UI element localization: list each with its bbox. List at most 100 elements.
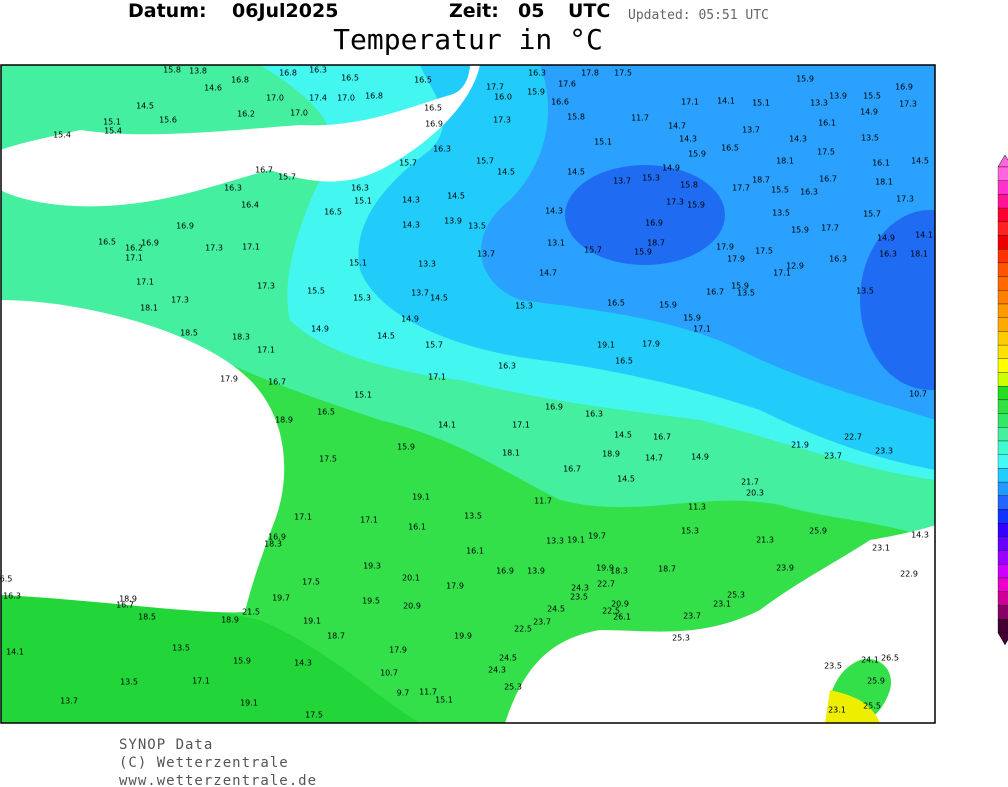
- legend-swatch: [997, 495, 1008, 510]
- station-value: 15.9: [659, 301, 677, 310]
- footer-url: www.wetterzentrale.de: [119, 773, 317, 787]
- station-value: 19.7: [272, 594, 290, 603]
- station-value: 15.5: [771, 186, 789, 195]
- station-value: 13.5: [464, 512, 482, 521]
- station-value: 14.9: [401, 315, 419, 324]
- station-value: 16.4: [241, 201, 259, 210]
- station-value: 17.3: [257, 282, 275, 291]
- station-value: 17.1: [512, 421, 530, 430]
- station-value: 16.5: [424, 104, 442, 113]
- station-value: 14.7: [645, 454, 663, 463]
- station-value: 13.8: [189, 67, 207, 76]
- station-value: 17.9: [642, 340, 660, 349]
- station-value: 11.7: [419, 688, 437, 697]
- station-value: 13.3: [810, 99, 828, 108]
- station-value: 14.3: [911, 531, 929, 540]
- updated: Updated: 05:51 UTC: [628, 8, 769, 23]
- station-value: 22.5: [602, 607, 620, 616]
- footer-copyright: (C) Wetterzentrale: [119, 755, 289, 771]
- station-value: 17.1: [294, 513, 312, 522]
- legend-swatch: [997, 605, 1008, 620]
- station-value: 15.1: [354, 391, 372, 400]
- station-value: 15.8: [680, 181, 698, 190]
- station-value: 18.9: [275, 416, 293, 425]
- station-value: 17.1: [257, 346, 275, 355]
- station-value: 17.3: [896, 195, 914, 204]
- station-value: 16.3: [829, 255, 847, 264]
- station-value: 17.9: [727, 255, 745, 264]
- station-value: 18.3: [610, 567, 628, 576]
- station-value: 13.5: [468, 222, 486, 231]
- legend-arrow-bottom: [997, 632, 1008, 646]
- station-value: 14.3: [679, 135, 697, 144]
- station-value: 14.9: [877, 234, 895, 243]
- station-value: 14.5: [497, 168, 515, 177]
- station-value: 17.3: [899, 100, 917, 109]
- station-value: 22.5: [514, 625, 532, 634]
- station-value: 16.2: [237, 110, 255, 119]
- station-value: 18.1: [910, 250, 928, 259]
- station-value: 16.5: [98, 238, 116, 247]
- station-value: 15.7: [278, 173, 296, 182]
- station-value: 17.7: [821, 224, 839, 233]
- legend-swatch: [997, 399, 1008, 414]
- station-value: 23.5: [824, 662, 842, 671]
- station-value: 20.1: [402, 574, 420, 583]
- legend-swatch: [997, 536, 1008, 551]
- station-value: 15.9: [233, 657, 251, 666]
- station-value: 14.3: [545, 207, 563, 216]
- station-value: 23.1: [713, 600, 731, 609]
- station-value: 16.3: [351, 184, 369, 193]
- station-value: 23.5: [570, 593, 588, 602]
- station-value: 23.7: [824, 452, 842, 461]
- station-value: 24.3: [571, 584, 589, 593]
- station-value: 23.7: [533, 618, 551, 627]
- station-value: 17.7: [486, 83, 504, 92]
- station-value: 17.8: [581, 69, 599, 78]
- station-value: 13.9: [527, 567, 545, 576]
- station-value: 13.7: [742, 126, 760, 135]
- station-value: 13.5: [861, 134, 879, 143]
- station-value: 15.7: [584, 246, 602, 255]
- station-value: 25.3: [504, 683, 522, 692]
- legend-swatch: [997, 166, 1008, 181]
- station-value: 15.8: [163, 66, 181, 75]
- legend-swatch: [997, 564, 1008, 579]
- map-frame: [0, 64, 936, 724]
- legend-swatch: [997, 523, 1008, 538]
- station-value: 16.1: [408, 523, 426, 532]
- legend-swatch: [997, 235, 1008, 250]
- station-value: 25.9: [867, 677, 885, 686]
- legend-swatch: [997, 221, 1008, 236]
- station-value: 11.7: [631, 114, 649, 123]
- station-value: 21.5: [242, 608, 260, 617]
- date-label: Datum:: [128, 0, 207, 22]
- station-value: 19.7: [588, 532, 606, 541]
- station-value: 15.9: [687, 201, 705, 210]
- station-value: 18.7: [658, 565, 676, 574]
- station-value: 15.9: [634, 248, 652, 257]
- legend-swatch: [997, 290, 1008, 305]
- station-value: 19.1: [303, 617, 321, 626]
- station-value: 16.3: [498, 362, 516, 371]
- station-value: 14.5: [136, 102, 154, 111]
- station-value: 16.0: [494, 93, 512, 102]
- station-value: 26.5: [881, 654, 899, 663]
- station-value: 15.4: [104, 127, 122, 136]
- station-value: 17.1: [242, 243, 260, 252]
- station-value: 16.3: [224, 184, 242, 193]
- station-value: 23.3: [875, 447, 893, 456]
- station-value: 18.3: [232, 333, 250, 342]
- station-value: 18.9: [119, 595, 137, 604]
- station-value: 16.8: [231, 76, 249, 85]
- station-value: 17.1: [360, 516, 378, 525]
- station-value: 12.9: [786, 262, 804, 271]
- station-value: 17.1: [125, 254, 143, 263]
- station-value: 16.9: [141, 239, 159, 248]
- legend-swatch: [997, 207, 1008, 222]
- station-value: 14.5: [447, 192, 465, 201]
- station-value: 17.1: [192, 677, 210, 686]
- station-value: 16.7: [819, 175, 837, 184]
- station-value: 21.9: [791, 441, 809, 450]
- station-value: 14.7: [668, 122, 686, 131]
